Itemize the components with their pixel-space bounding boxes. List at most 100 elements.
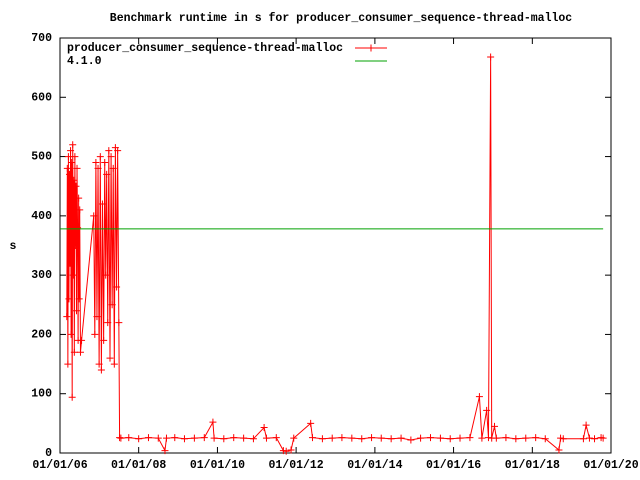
point-marker [260,424,268,432]
point-marker [475,393,483,401]
point-marker [105,147,113,155]
point-marker [318,435,326,443]
point-marker [69,141,77,149]
point-marker [426,434,434,442]
point-marker [249,435,257,443]
point-marker [75,295,83,303]
point-marker [190,434,198,442]
point-marker [328,434,336,442]
point-marker [200,434,208,442]
point-marker [262,434,270,442]
point-marker [348,434,356,442]
x-tick-label: 01/01/10 [190,459,245,472]
x-tick-label: 01/01/06 [32,459,87,472]
point-marker [532,434,540,442]
series-line [66,56,604,453]
point-marker [110,360,118,368]
point-marker [71,153,79,161]
point-marker [484,434,492,442]
point-marker [65,295,73,303]
point-marker [522,434,530,442]
point-marker [78,336,86,344]
point-marker [446,435,454,443]
point-marker [70,176,78,184]
point-marker [585,434,593,442]
point-marker [272,434,280,442]
point-marker [209,418,217,426]
x-tick-label: 01/01/20 [583,459,638,472]
point-marker [93,313,101,321]
point-marker [135,435,143,443]
point-marker [100,336,108,344]
x-tick-label: 01/01/12 [269,459,324,472]
point-marker [64,153,72,161]
point-marker [65,170,73,178]
point-marker [559,435,567,443]
point-marker [171,434,179,442]
point-marker [72,182,80,190]
point-marker [113,283,121,291]
point-marker [154,434,162,442]
point-marker [91,330,99,338]
point-marker [107,153,115,161]
point-marker [76,206,84,214]
y-tick-label: 600 [31,91,52,104]
point-marker [103,170,111,178]
point-marker [67,147,75,155]
point-marker [114,147,122,155]
point-marker [116,434,124,442]
point-marker [387,435,395,443]
point-marker [417,434,425,442]
point-marker [70,348,78,356]
point-marker [466,434,474,442]
x-tick-label: 01/01/08 [111,459,166,472]
point-marker [94,164,102,172]
point-marker [287,446,295,454]
chart-title: Benchmark runtime in s for producer_cons… [110,12,572,25]
y-tick-label: 300 [31,269,52,282]
point-marker [97,366,105,374]
point-marker [115,319,123,327]
point-marker [162,434,170,442]
point-marker [282,447,290,455]
y-tick-label: 500 [31,151,52,164]
point-marker [502,434,510,442]
point-marker [109,164,117,172]
point-marker [338,434,346,442]
point-marker [69,271,77,279]
y-axis-label: s [10,240,17,253]
y-tick-label: 200 [31,328,52,341]
point-marker [64,360,72,368]
point-marker [308,434,316,442]
y-tick-label: 100 [31,388,52,401]
point-marker [68,159,76,166]
point-marker [368,434,376,442]
point-marker [599,434,607,442]
plot-frame [59,37,612,454]
point-marker [68,393,76,401]
point-marker [95,360,103,368]
point-marker [144,434,152,442]
point-marker [290,434,298,442]
point-marker [240,434,248,442]
legend-label: 4.1.0 [67,55,102,68]
point-marker [555,446,563,454]
legend-label: producer_consumer_sequence-thread-malloc [67,42,343,55]
point-marker [71,242,79,249]
point-marker [72,307,80,315]
legend-marker [367,44,375,52]
point-marker [210,434,218,442]
point-marker [161,447,169,455]
point-marker [307,419,315,427]
point-marker [230,434,238,442]
y-tick-label: 700 [31,32,52,45]
point-marker [63,164,71,172]
point-marker [98,200,106,208]
point-marker [96,153,104,161]
point-marker [75,194,83,202]
point-marker [436,434,444,442]
point-marker [101,159,109,166]
point-marker [104,319,112,327]
point-marker [90,212,98,220]
